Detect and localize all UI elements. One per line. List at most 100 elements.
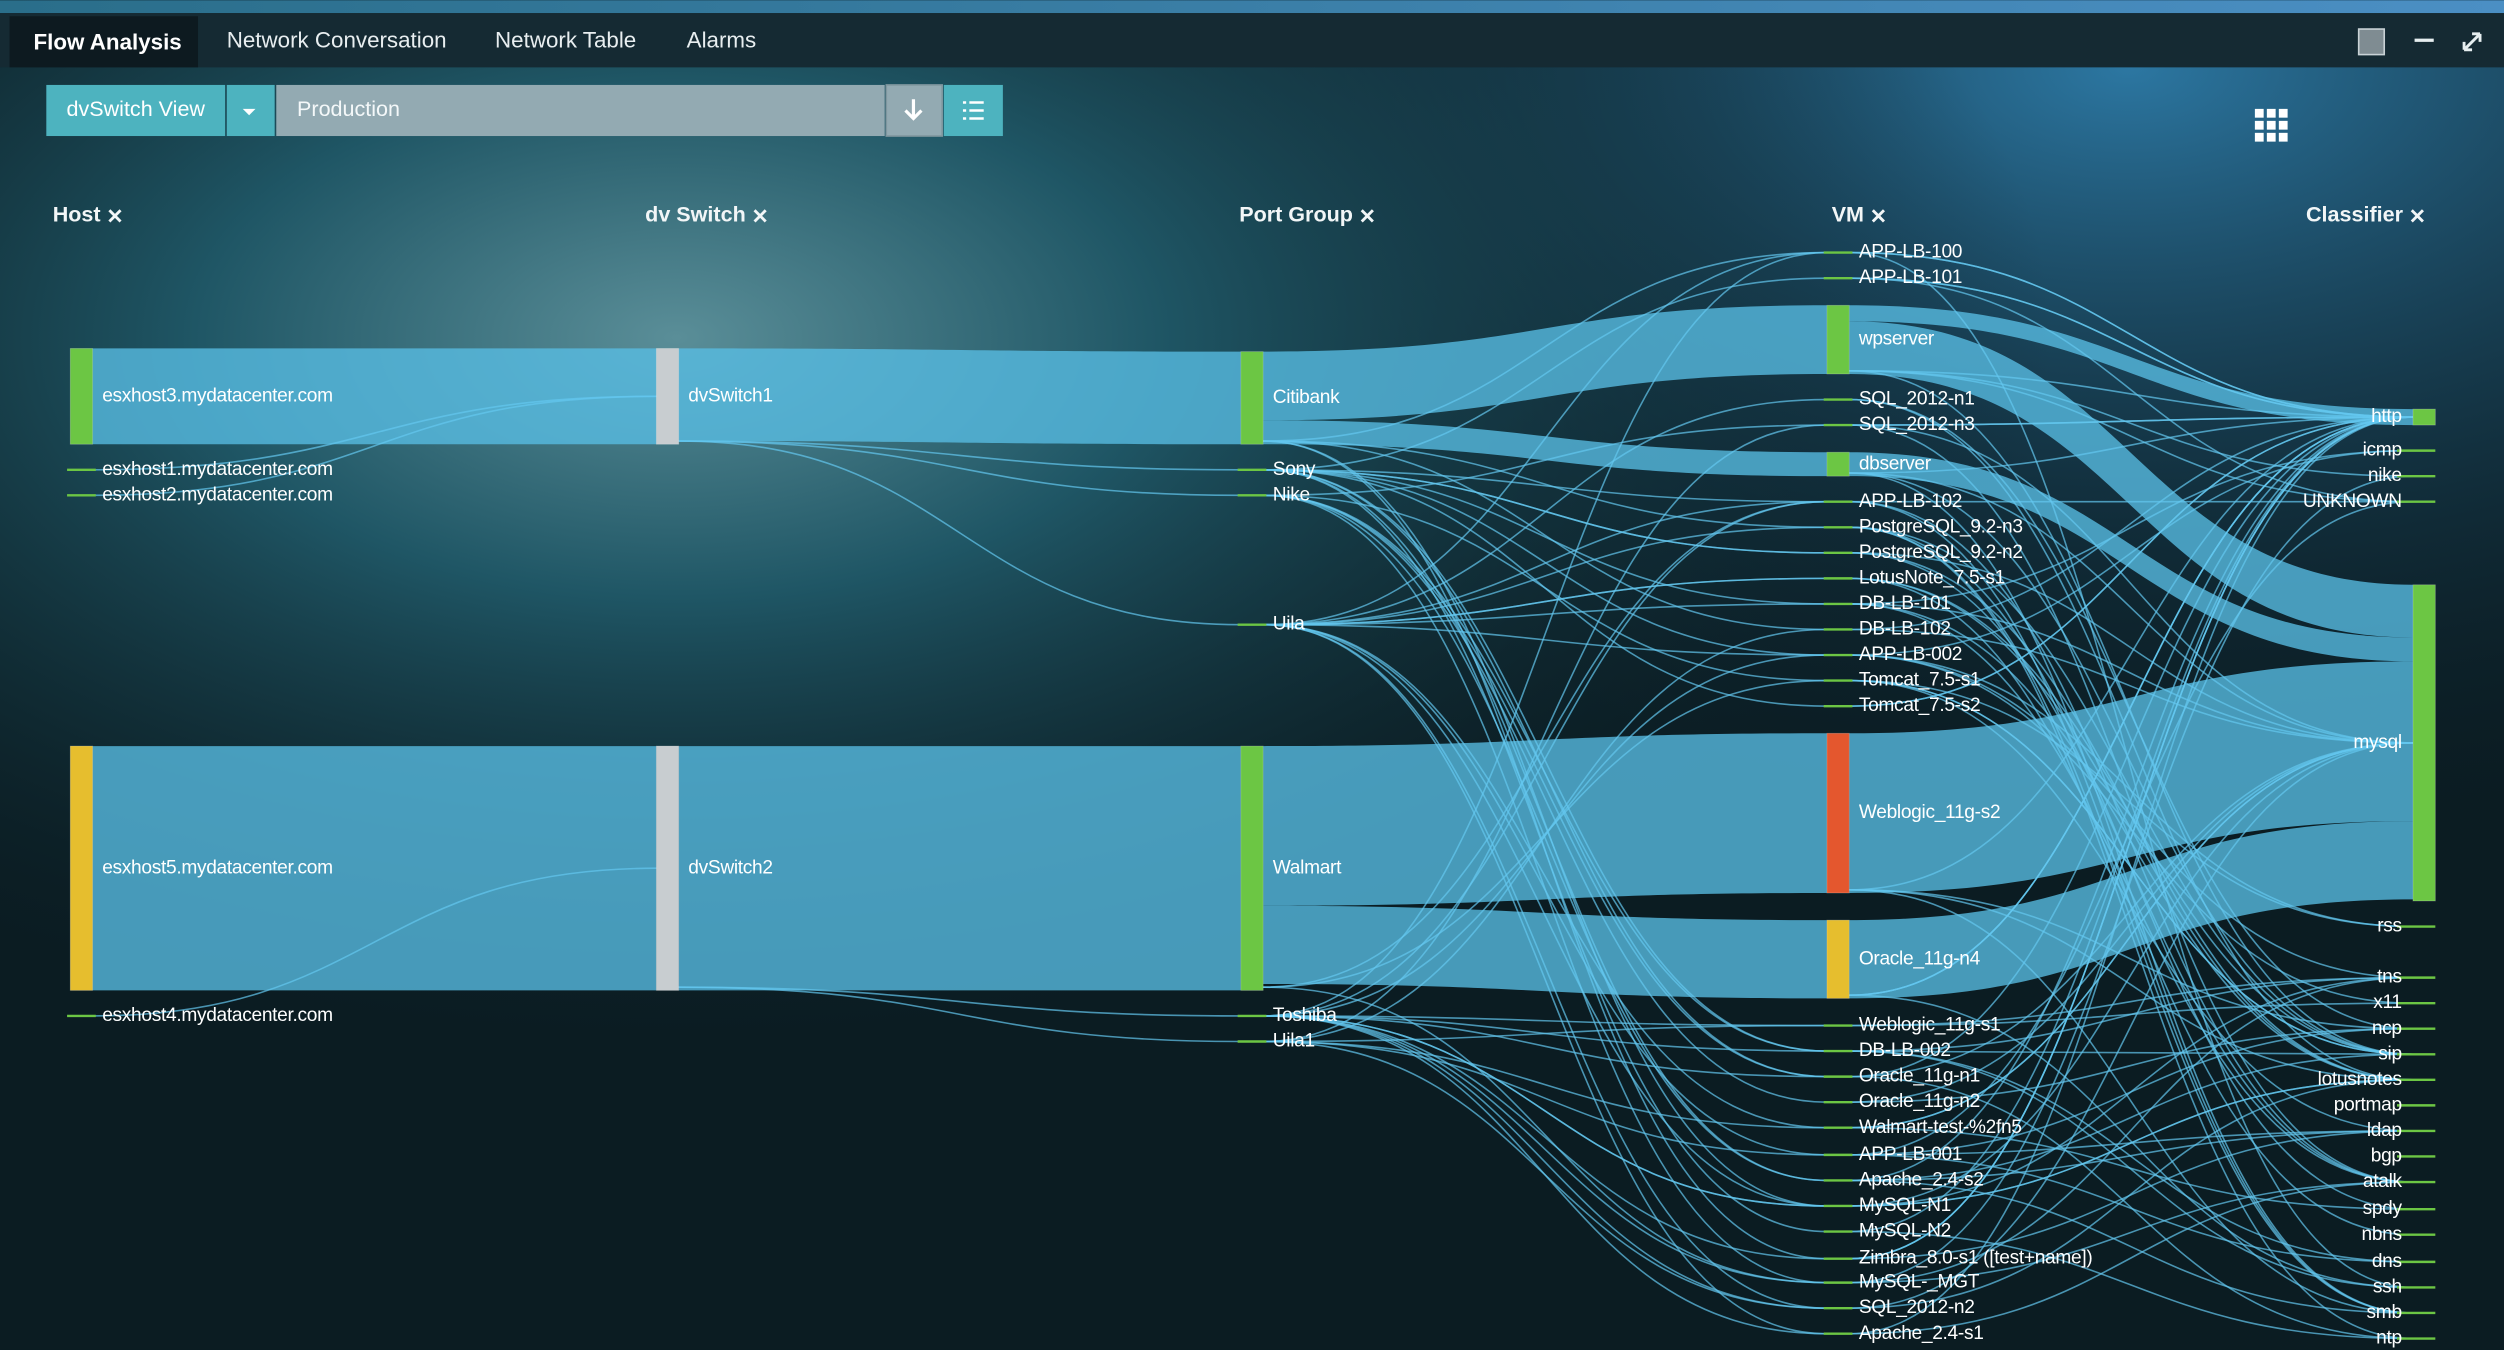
node-label[interactable]: APP-LB-102 bbox=[1859, 491, 1963, 512]
node-bar[interactable] bbox=[2412, 584, 2436, 902]
node-label[interactable]: UNKNOWN bbox=[2303, 491, 2402, 512]
node-label[interactable]: Oracle_11g-n4 bbox=[1859, 948, 1981, 969]
tab[interactable]: Network Table bbox=[495, 28, 636, 53]
restore-button[interactable] bbox=[2357, 28, 2386, 56]
node-label[interactable]: ncp bbox=[2372, 1018, 2402, 1039]
node-label[interactable]: dvSwitch2 bbox=[688, 857, 773, 878]
node-label[interactable]: DB-LB-002 bbox=[1859, 1040, 1951, 1061]
node-label[interactable]: wpserver bbox=[1858, 329, 1935, 350]
flow-link bbox=[1263, 420, 1827, 477]
node-label[interactable]: Oracle_11g-n2 bbox=[1859, 1091, 1980, 1112]
node-label[interactable]: esxhost2.mydatacenter.com bbox=[102, 484, 333, 505]
tab[interactable]: Network Conversation bbox=[227, 28, 447, 53]
node-label[interactable]: Nike bbox=[1273, 484, 1310, 505]
node-label[interactable]: esxhost3.mydatacenter.com bbox=[102, 385, 333, 406]
node-label[interactable]: nike bbox=[2368, 465, 2402, 486]
node-label[interactable]: esxhost5.mydatacenter.com bbox=[102, 857, 333, 878]
node-label[interactable]: dvSwitch1 bbox=[688, 385, 773, 406]
view-button[interactable] bbox=[46, 84, 226, 137]
node-label[interactable]: DB-LB-102 bbox=[1859, 619, 1951, 640]
node-bar[interactable] bbox=[655, 745, 680, 991]
node-label[interactable]: Uila bbox=[1273, 614, 1306, 635]
node-label[interactable]: Weblogic_11g-s1 bbox=[1859, 1015, 2001, 1036]
node-label[interactable]: Apache_2.4-s1 bbox=[1859, 1323, 1984, 1344]
node-bar[interactable] bbox=[69, 348, 94, 445]
remove-column-button[interactable] bbox=[753, 209, 767, 223]
node-label[interactable]: x11 bbox=[2373, 992, 2402, 1013]
node-label[interactable]: ldap bbox=[2367, 1120, 2402, 1141]
node-label[interactable]: ssh bbox=[2373, 1276, 2402, 1297]
node-label[interactable]: Toshiba bbox=[1273, 1005, 1338, 1026]
node-label[interactable]: Sony bbox=[1273, 459, 1316, 480]
node-label[interactable]: APP-LB-101 bbox=[1859, 267, 1963, 288]
node-label[interactable]: APP-LB-100 bbox=[1859, 242, 1963, 263]
node-label[interactable]: PostgreSQL_9.2-n3 bbox=[1859, 516, 2023, 537]
remove-column-button[interactable] bbox=[1871, 209, 1885, 223]
remove-column-button[interactable] bbox=[2410, 209, 2424, 223]
node-label[interactable]: Weblogic_11g-s2 bbox=[1859, 802, 2001, 823]
node-label[interactable]: dns bbox=[2372, 1251, 2402, 1272]
node-label[interactable]: Walmart-test-%2fn5 bbox=[1859, 1117, 2022, 1138]
view-button-label[interactable]: dvSwitch View bbox=[66, 96, 205, 121]
node-label[interactable]: Oracle_11g-n1 bbox=[1859, 1066, 1980, 1087]
node-label[interactable]: dbserver bbox=[1859, 453, 1932, 474]
node-label[interactable]: Tomcat_7.5-s1 bbox=[1859, 670, 1981, 691]
node-label[interactable]: Zimbra_8.0-s1 ([test+name]) bbox=[1859, 1248, 2093, 1269]
node-label[interactable]: portmap bbox=[2334, 1094, 2402, 1115]
node-bar[interactable] bbox=[655, 348, 680, 445]
node-label[interactable]: MySQL-N2 bbox=[1859, 1221, 1952, 1242]
node-label[interactable]: smb bbox=[2367, 1302, 2403, 1323]
node-label[interactable]: SQL_2012-n1 bbox=[1859, 389, 1975, 410]
remove-column-button[interactable] bbox=[1360, 209, 1374, 223]
node-label[interactable]: Apache_2.4-s2 bbox=[1859, 1169, 1984, 1190]
flow-link bbox=[1849, 679, 2413, 1132]
flow-link bbox=[92, 395, 657, 471]
node-label[interactable]: atalk bbox=[2363, 1171, 2403, 1192]
node-label[interactable]: APP-LB-002 bbox=[1859, 644, 1963, 665]
node-label[interactable]: MySQL-_MGT bbox=[1859, 1272, 1980, 1293]
flow-link bbox=[1263, 623, 1827, 1207]
node-bar[interactable] bbox=[1240, 351, 1264, 445]
node-label[interactable]: SQL_2012-n2 bbox=[1859, 1297, 1975, 1318]
node-label[interactable]: nbns bbox=[2362, 1224, 2403, 1245]
node-label[interactable]: esxhost4.mydatacenter.com bbox=[102, 1005, 333, 1026]
node-label[interactable]: APP-LB-001 bbox=[1859, 1144, 1963, 1165]
flow-link bbox=[1263, 1040, 1827, 1156]
node-label[interactable]: Walmart bbox=[1273, 857, 1343, 878]
node-label[interactable]: Uila1 bbox=[1273, 1031, 1315, 1052]
node-label[interactable]: bgp bbox=[2371, 1146, 2402, 1167]
node-label[interactable]: LotusNote_7.5-s1 bbox=[1859, 567, 2005, 588]
node-label[interactable]: tns bbox=[2377, 967, 2402, 988]
node-label[interactable]: SQL_2012-n3 bbox=[1859, 414, 1975, 435]
node-bar[interactable] bbox=[2412, 408, 2436, 426]
node-label[interactable]: rss bbox=[2377, 916, 2402, 937]
node-bar[interactable] bbox=[69, 745, 94, 991]
node-label[interactable]: Citibank bbox=[1273, 387, 1341, 408]
node-label[interactable]: http bbox=[2371, 406, 2402, 427]
tab[interactable]: Flow Analysis bbox=[34, 29, 182, 54]
apps-menu[interactable] bbox=[2254, 108, 2288, 142]
node-label[interactable]: lotusnotes bbox=[2318, 1069, 2402, 1090]
node-label[interactable]: PostgreSQL_9.2-n2 bbox=[1859, 542, 2023, 563]
flow-link bbox=[1849, 416, 2413, 474]
node-bar[interactable] bbox=[1826, 732, 1850, 894]
node-label[interactable]: DB-LB-101 bbox=[1859, 593, 1951, 614]
filter-input[interactable] bbox=[276, 84, 885, 137]
node-label[interactable]: Tomcat_7.5-s2 bbox=[1859, 695, 1981, 716]
node-bar[interactable] bbox=[1240, 745, 1264, 991]
node-bar[interactable] bbox=[1826, 451, 1850, 477]
maximize-button[interactable] bbox=[2462, 32, 2482, 52]
node-label[interactable]: MySQL-N1 bbox=[1859, 1195, 1952, 1216]
node-label[interactable]: icmp bbox=[2363, 440, 2402, 461]
filter-value[interactable]: Production bbox=[297, 96, 400, 121]
node-bar[interactable] bbox=[1826, 919, 1850, 999]
remove-column-button[interactable] bbox=[108, 209, 122, 223]
node-label[interactable]: spdy bbox=[2363, 1198, 2403, 1219]
node-label[interactable]: ntp bbox=[2376, 1328, 2402, 1349]
node-label[interactable]: sip bbox=[2378, 1043, 2402, 1064]
node-label[interactable]: mysql bbox=[2353, 732, 2402, 753]
flow-link bbox=[1849, 1079, 2413, 1309]
node-label[interactable]: esxhost1.mydatacenter.com bbox=[102, 459, 333, 480]
tab[interactable]: Alarms bbox=[687, 28, 757, 53]
node-bar[interactable] bbox=[1826, 304, 1850, 375]
